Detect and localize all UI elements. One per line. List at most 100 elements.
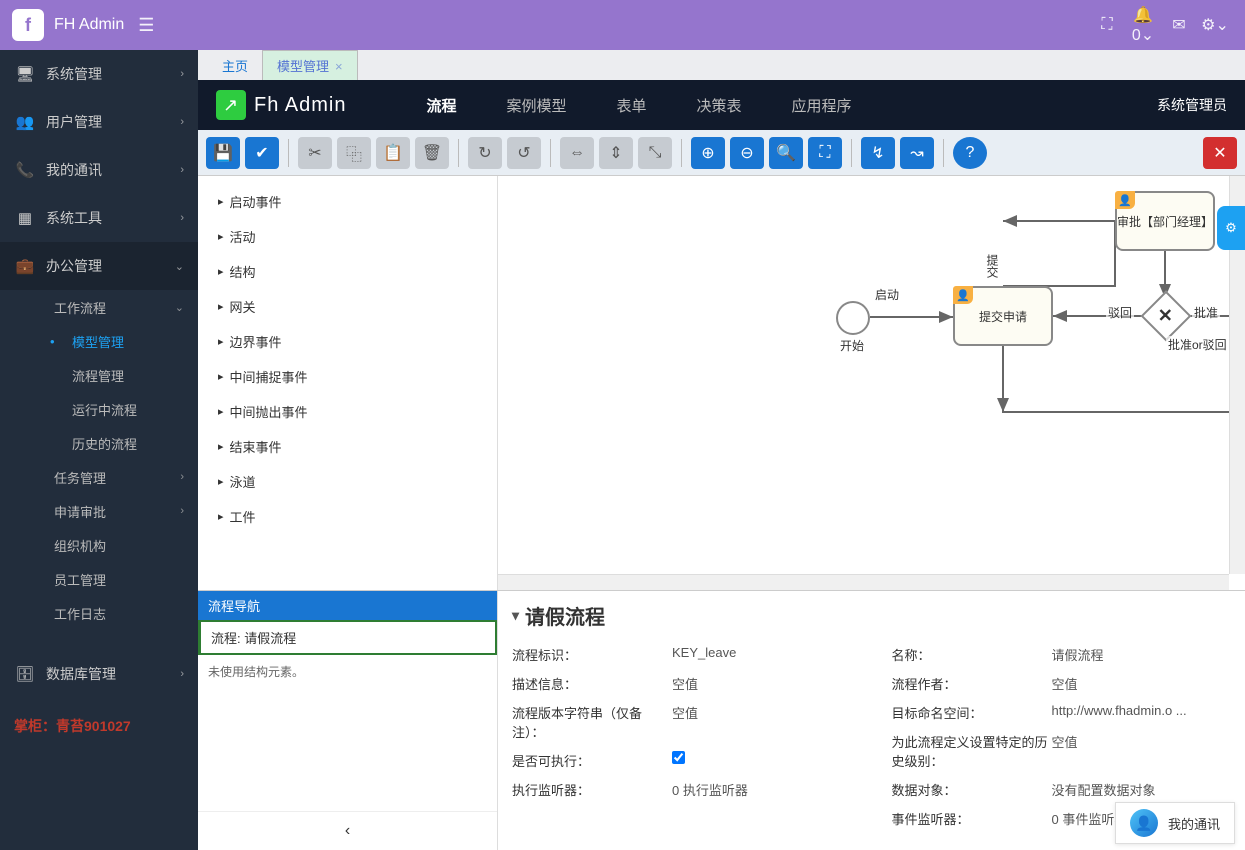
user-icon: 👤 [953, 286, 973, 304]
delete-icon[interactable]: 🗑 [415, 137, 449, 169]
settings-icon[interactable]: ⚙⌄ [1197, 15, 1233, 35]
palette-item-7[interactable]: 结束事件 [198, 429, 497, 464]
palette-item-1[interactable]: 活动 [198, 219, 497, 254]
check-icon[interactable]: ✔ [245, 137, 279, 169]
sidebar-leaf-2[interactable]: 运行中流程 [0, 392, 198, 426]
executable-checkbox[interactable] [672, 751, 685, 764]
sidebar-item-database[interactable]: 🗄数据库管理› [0, 650, 198, 698]
edge-label: 驳回 [1106, 304, 1134, 321]
palette-item-9[interactable]: 工件 [198, 499, 497, 534]
palette-item-2[interactable]: 结构 [198, 254, 497, 289]
zoom-in-icon[interactable]: ⊕ [691, 137, 725, 169]
bend-add-icon[interactable]: ↯ [861, 137, 895, 169]
wf-nav-0[interactable]: 流程 [426, 95, 456, 116]
side-settings-tab[interactable]: ⚙ [1217, 206, 1245, 250]
topbar: f FH Admin ☰ ⛶ 🔔0⌄ ✉ ⚙⌄ [0, 0, 1245, 50]
sidebar-sub-1[interactable]: 任务管理› [0, 460, 198, 494]
palette-item-3[interactable]: 网关 [198, 289, 497, 324]
prop-row[interactable]: 是否可执行： [512, 746, 852, 775]
user-icon: 👤 [1115, 191, 1135, 209]
wf-nav-2[interactable]: 表单 [617, 95, 647, 116]
sidebar-footer: 掌柜：青苔901027 [0, 698, 198, 754]
process-nav-panel: 流程导航 流程: 请假流程 未使用结构元素。 ‹ [198, 591, 498, 850]
prop-row[interactable]: 数据对象：没有配置数据对象 [892, 775, 1232, 804]
chat-widget[interactable]: 👤 我的通讯 [1115, 802, 1235, 844]
palette-item-4[interactable]: 边界事件 [198, 324, 497, 359]
brand-logo: f [12, 9, 44, 41]
scrollbar-horizontal[interactable] [498, 574, 1229, 590]
tabstrip: 主页 模型管理× [198, 50, 1245, 80]
sidebar-item-2[interactable]: 📞我的通讯› [0, 146, 198, 194]
undo-icon[interactable]: ↺ [507, 137, 541, 169]
prop-row[interactable]: 流程标识：KEY_leave [512, 640, 852, 669]
canvas[interactable]: 开始👤提交申请启动提交👤审批【部门经理】✕批准or驳回👤审批【总经理】✕批准or… [498, 176, 1245, 590]
sidebar-sub-2[interactable]: 申请审批› [0, 494, 198, 528]
sidebar-item-0[interactable]: 🖥系统管理› [0, 50, 198, 98]
wf-nav-1[interactable]: 案例模型 [507, 95, 567, 116]
sidebar-item-1[interactable]: 👥用户管理› [0, 98, 198, 146]
sidebar-item-4[interactable]: 💼办公管理⌄ [0, 242, 198, 290]
redo-icon[interactable]: ↻ [468, 137, 502, 169]
prop-row[interactable]: 执行监听器：0 执行监听器 [512, 775, 852, 804]
copy-icon[interactable]: ⿻ [337, 137, 371, 169]
process-nav-item[interactable]: 流程: 请假流程 [198, 620, 497, 655]
paste-icon[interactable]: 📋 [376, 137, 410, 169]
edge-label: 启动 [873, 286, 901, 303]
chevron-icon: › [180, 68, 184, 80]
wf-nav-4[interactable]: 应用程序 [792, 95, 852, 116]
close-icon[interactable]: ✕ [1203, 137, 1237, 169]
sidebar-sub-4[interactable]: 员工管理 [0, 562, 198, 596]
bpmn-submit[interactable]: 👤提交申请 [953, 286, 1053, 346]
bpmn-gw1[interactable]: ✕ [1141, 291, 1192, 342]
sidebar-toggle[interactable]: ☰ [138, 15, 154, 36]
brand-name: FH Admin [54, 16, 124, 34]
bpmn-mgr[interactable]: 👤审批【部门经理】 [1115, 191, 1215, 251]
chevron-icon: ⌄ [175, 260, 184, 273]
tab-home[interactable]: 主页 [208, 51, 262, 80]
notifications-icon[interactable]: 🔔0⌄ [1125, 5, 1161, 45]
nav-icon: 🖥 [14, 65, 36, 83]
edge-label: 提交 [982, 254, 1003, 278]
sidebar-leaf-0[interactable]: 模型管理 [0, 324, 198, 358]
palette-item-8[interactable]: 泳道 [198, 464, 497, 499]
prop-row[interactable]: 目标命名空间：http://www.fhadmin.o ... [892, 698, 1232, 727]
help-icon[interactable]: ? [953, 137, 987, 169]
chat-label: 我的通讯 [1168, 814, 1220, 833]
zoom-fit-icon[interactable]: 🔍 [769, 137, 803, 169]
process-nav-note: 未使用结构元素。 [198, 655, 497, 688]
prop-row[interactable]: 流程版本字符串（仅备注）：空值 [512, 698, 852, 746]
nav-icon: 💼 [14, 257, 36, 275]
tab-model-mgmt[interactable]: 模型管理× [262, 50, 358, 80]
palette-item-0[interactable]: 启动事件 [198, 184, 497, 219]
cut-icon[interactable]: ✂ [298, 137, 332, 169]
properties-title[interactable]: 请假流程 [512, 601, 1231, 630]
save-icon[interactable]: 💾 [206, 137, 240, 169]
size-icon[interactable]: ⤡ [638, 137, 672, 169]
zoom-actual-icon[interactable]: ⛶ [808, 137, 842, 169]
panel-collapse[interactable]: ‹ [198, 811, 497, 850]
sidebar-sub-5[interactable]: 工作日志 [0, 596, 198, 630]
zoom-out-icon[interactable]: ⊖ [730, 137, 764, 169]
main-area: 主页 模型管理× ↗ Fh Admin 流程案例模型表单决策表应用程序 系统管理… [198, 50, 1245, 850]
sidebar-leaf-1[interactable]: 流程管理 [0, 358, 198, 392]
close-icon[interactable]: × [335, 59, 343, 74]
sidebar-leaf-3[interactable]: 历史的流程 [0, 426, 198, 460]
bpmn-start[interactable] [836, 301, 870, 335]
prop-row[interactable]: 流程作者：空值 [892, 669, 1232, 698]
align-h-icon[interactable]: ⇔ [560, 137, 594, 169]
prop-row[interactable]: 为此流程定义设置特定的历史级别：空值 [892, 727, 1232, 775]
mail-icon[interactable]: ✉ [1161, 15, 1197, 35]
sidebar-sub-0[interactable]: 工作流程⌄ [0, 290, 198, 324]
workflow-user[interactable]: 系统管理员 [1157, 95, 1227, 115]
fullscreen-icon[interactable]: ⛶ [1089, 16, 1125, 34]
palette-item-6[interactable]: 中间抛出事件 [198, 394, 497, 429]
palette-item-5[interactable]: 中间捕捉事件 [198, 359, 497, 394]
sidebar-sub-3[interactable]: 组织机构 [0, 528, 198, 562]
wf-nav-3[interactable]: 决策表 [697, 95, 742, 116]
sidebar-item-3[interactable]: ▦系统工具› [0, 194, 198, 242]
prop-row[interactable]: 描述信息：空值 [512, 669, 852, 698]
nav-icon: 👥 [14, 113, 36, 131]
bend-remove-icon[interactable]: ↝ [900, 137, 934, 169]
prop-row[interactable]: 名称：请假流程 [892, 640, 1232, 669]
align-v-icon[interactable]: ⇕ [599, 137, 633, 169]
